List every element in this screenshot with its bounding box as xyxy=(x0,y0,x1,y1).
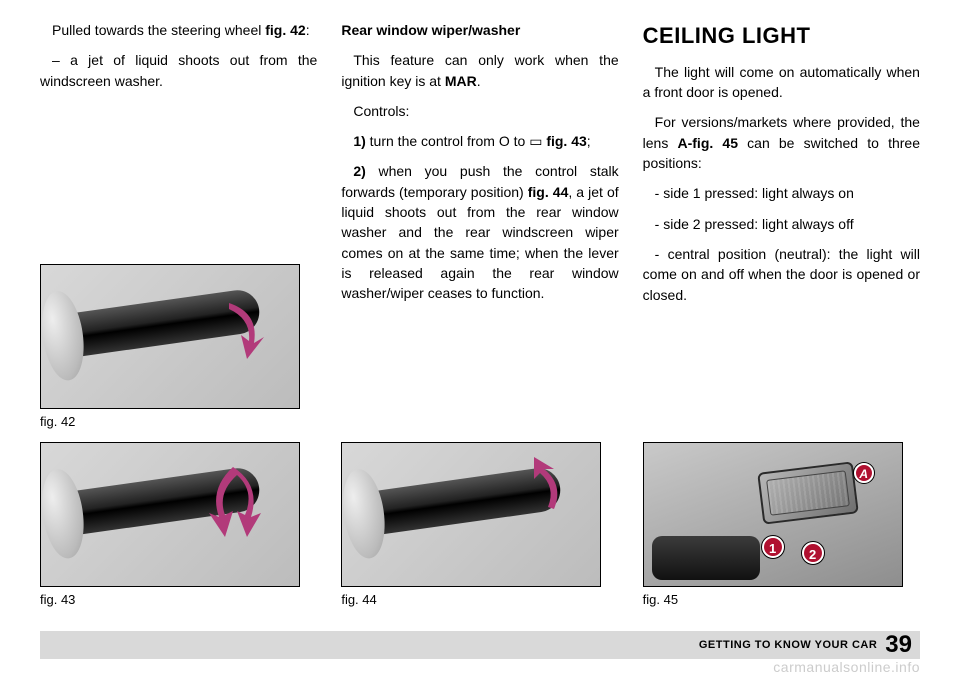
label-a: A xyxy=(854,463,874,483)
figure-caption: fig. 43 xyxy=(40,591,317,610)
figure-caption: fig. 42 xyxy=(40,413,317,432)
figure-44: P4Q00055 fig. 44 xyxy=(341,442,618,610)
text: , a jet of liquid shoots out from the re… xyxy=(341,184,618,301)
manual-page: Pulled towards the steering wheel fig. 4… xyxy=(0,0,960,677)
fig-ref: A-fig. 45 xyxy=(678,135,739,151)
arrow-down-icon xyxy=(219,293,269,363)
figure-43: P4Q00053 fig. 43 xyxy=(40,442,317,610)
figure-45-image: A 1 2 P4Q01046 xyxy=(643,442,903,587)
fig-ref: fig. 44 xyxy=(528,184,569,200)
label-2: 2 xyxy=(802,542,824,564)
col3-para2: For versions/markets where pro­vided, th… xyxy=(643,112,920,173)
column-3: CEILING LIGHT The light will come on aut… xyxy=(643,20,920,610)
text: to xyxy=(510,133,529,149)
figure-42: P4Q00054 fig. 42 xyxy=(40,264,317,432)
figure-caption: fig. 44 xyxy=(341,591,618,610)
key-position: MAR xyxy=(445,73,477,89)
mirror-icon xyxy=(652,536,760,580)
column-2: Rear window wiper/washer This feature ca… xyxy=(341,20,618,610)
figure-45: A 1 2 P4Q01046 fig. 45 xyxy=(643,442,920,610)
col3-para5: - central position (neutral): the light … xyxy=(643,244,920,305)
col3-para3: - side 1 pressed: light always on xyxy=(643,183,920,203)
page-number: 39 xyxy=(885,631,912,659)
col1-figures: P4Q00054 fig. 42 P4Q00053 fig. 43 xyxy=(40,264,317,610)
fig-ref: fig. 43 xyxy=(546,133,586,149)
symbol-off-icon: O xyxy=(499,133,510,149)
label-1: 1 xyxy=(762,536,784,558)
fig-ref: fig. 42 xyxy=(265,22,305,38)
text: : xyxy=(306,22,310,38)
arrow-up-icon xyxy=(520,455,570,515)
figure-caption: fig. 45 xyxy=(643,591,920,610)
footer-section: GETTING TO KNOW YOUR CAR xyxy=(699,639,877,651)
col1-para1: Pulled towards the steering wheel fig. 4… xyxy=(40,20,317,40)
col2-para3: 1) turn the control from O to ▭ fig. 43; xyxy=(341,131,618,151)
col2-para4: 2) when you push the control stalk forwa… xyxy=(341,161,618,303)
figure-43-image: P4Q00053 xyxy=(40,442,300,587)
text: Pulled towards the steering wheel xyxy=(52,22,265,38)
columns: Pulled towards the steering wheel fig. 4… xyxy=(40,20,920,610)
figure-42-image: P4Q00054 xyxy=(40,264,300,409)
symbol-wipe-icon: ▭ xyxy=(529,133,542,149)
col2-para1: This feature can only work when the igni… xyxy=(341,50,618,91)
step-num: 2) xyxy=(353,163,365,179)
col2-subhead: Rear window wiper/washer xyxy=(341,20,618,40)
col3-para4: - side 2 pressed: light always off xyxy=(643,214,920,234)
text: ; xyxy=(587,133,591,149)
col1-para2: – a jet of liquid shoots out from the wi… xyxy=(40,50,317,91)
col3-para1: The light will come on automatically whe… xyxy=(643,62,920,103)
ceiling-lens-icon xyxy=(757,462,859,525)
step-num: 1) xyxy=(353,133,365,149)
col2-para2: Controls: xyxy=(341,101,618,121)
col2-figures: P4Q00055 fig. 44 xyxy=(341,442,618,610)
arrow-rotate-icon xyxy=(203,461,263,551)
page-footer: GETTING TO KNOW YOUR CAR 39 xyxy=(40,631,920,659)
figure-44-image: P4Q00055 xyxy=(341,442,601,587)
watermark: carmanualsonline.info xyxy=(773,659,920,675)
column-1: Pulled towards the steering wheel fig. 4… xyxy=(40,20,317,610)
section-title: CEILING LIGHT xyxy=(643,20,920,52)
col3-figures: A 1 2 P4Q01046 fig. 45 xyxy=(643,442,920,610)
text: turn the control from xyxy=(366,133,499,149)
text: . xyxy=(477,73,481,89)
